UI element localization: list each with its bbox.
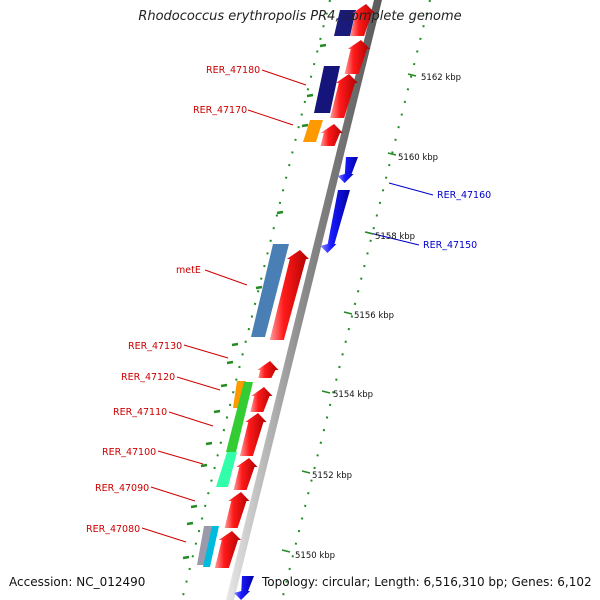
gene-block-orange: [303, 120, 323, 142]
tick-label-5162: 5162 kbp: [421, 73, 461, 83]
gene-arrow-rer-47120: [250, 387, 273, 412]
accession-text: Accession: NC_012490: [9, 575, 146, 589]
tick-label-5154: 5154 kbp: [333, 390, 373, 400]
gene-label-rer-47180: RER_47180: [206, 65, 260, 76]
kbp-tick-labels: 5162 kbp 5160 kbp 5158 kbp 5156 kbp 5154…: [281, 73, 461, 561]
gene-label-rer-47090: RER_47090: [95, 483, 149, 494]
gene-block-cyan: [203, 526, 219, 567]
feature-marker: [319, 43, 327, 48]
inner-track-features: [197, 10, 356, 567]
tick-label-5160: 5160 kbp: [398, 153, 438, 163]
feature-marker: [226, 360, 234, 365]
leader-rer-47090: [150, 486, 196, 502]
feature-marker: [205, 441, 213, 446]
leader-rer-47130: [183, 344, 229, 359]
leader-rer-47160: [388, 182, 434, 196]
feature-marker: [220, 383, 228, 388]
feature-markers: [182, 43, 327, 560]
gene-arrow-rer-47090: [224, 492, 250, 528]
leader-rer-47100: [157, 450, 204, 465]
gene-label-mete: metE: [176, 265, 201, 276]
gene-arrow-rer-47160: [337, 157, 358, 183]
tick-label-5150: 5150 kbp: [295, 551, 335, 561]
gene-label-rer-47120: RER_47120: [121, 372, 175, 383]
page-title: Rhodococcus erythropolis PR4, complete g…: [138, 9, 462, 24]
gene-arrow-rer-47130: [257, 361, 279, 378]
feature-marker: [306, 93, 314, 98]
gene-block-navy: [314, 66, 340, 113]
gene-arrow-rer-47170: [320, 124, 343, 146]
gene-arrow-rer-47100: [233, 458, 258, 490]
tick-label-5156: 5156 kbp: [354, 311, 394, 321]
feature-marker: [301, 123, 309, 128]
tick-label-5158: 5158 kbp: [375, 232, 415, 242]
feature-marker: [182, 555, 190, 560]
gene-label-rer-47130: RER_47130: [128, 341, 182, 352]
leader-rer-47150: [365, 231, 420, 246]
leader-rer-47170: [247, 109, 294, 126]
gene-block-gray: [197, 526, 212, 565]
gene-arrow-forward-2: [344, 40, 370, 74]
gene-label-rer-47150: RER_47150: [423, 240, 477, 251]
tick-mark-5156: [343, 311, 353, 315]
feature-marker: [231, 342, 239, 347]
tick-mark-5150: [281, 549, 291, 553]
gene-block-navy-top: [334, 10, 356, 36]
feature-marker: [213, 409, 221, 414]
feature-marker: [255, 285, 263, 290]
gene-labels: RER_47180 RER_47170 RER_47160 RER_47150 …: [86, 65, 491, 535]
leader-rer-47120: [176, 376, 221, 391]
gene-arrow-rer-47150: [320, 190, 350, 253]
reverse-strand-genes: [234, 157, 358, 600]
leader-mete: [204, 269, 248, 286]
gene-label-rer-47160: RER_47160: [437, 190, 491, 201]
leader-rer-47180: [261, 69, 307, 86]
leader-rer-47110: [168, 411, 214, 427]
leader-rer-47080: [141, 527, 187, 543]
label-leaders: [141, 69, 434, 543]
gene-label-rer-47110: RER_47110: [113, 407, 167, 418]
tick-mark-5162: [407, 73, 417, 77]
tick-mark-5158: [364, 231, 374, 235]
feature-marker: [186, 521, 194, 526]
gene-arrow-rer-47180: [330, 74, 358, 118]
gene-arrow-rer-47110: [239, 413, 267, 456]
genome-backbone: [226, 0, 382, 600]
feature-marker: [190, 504, 198, 509]
gene-label-rer-47170: RER_47170: [193, 105, 247, 116]
gene-arrow-rer-47080: [214, 531, 241, 568]
gene-arrow-mete: [269, 250, 309, 340]
feature-marker: [200, 463, 208, 468]
gene-arrow-forward-top: [350, 4, 375, 36]
feature-marker: [276, 210, 284, 215]
tick-mark-5154: [321, 390, 331, 394]
gene-label-rer-47100: RER_47100: [102, 447, 156, 458]
gene-label-rer-47080: RER_47080: [86, 524, 140, 535]
gene-block-springgreen: [216, 452, 237, 487]
gene-block-green: [226, 382, 253, 452]
forward-strand-genes: [214, 4, 375, 568]
topology-text: Topology: circular; Length: 6,516,310 bp…: [262, 575, 592, 589]
gene-arrow-reverse-bottom: [234, 576, 254, 600]
tick-label-5152: 5152 kbp: [312, 471, 352, 481]
tick-mark-5160: [387, 152, 397, 156]
tick-mark-5152: [301, 470, 311, 474]
gene-block-mete-steelblue: [251, 244, 289, 337]
